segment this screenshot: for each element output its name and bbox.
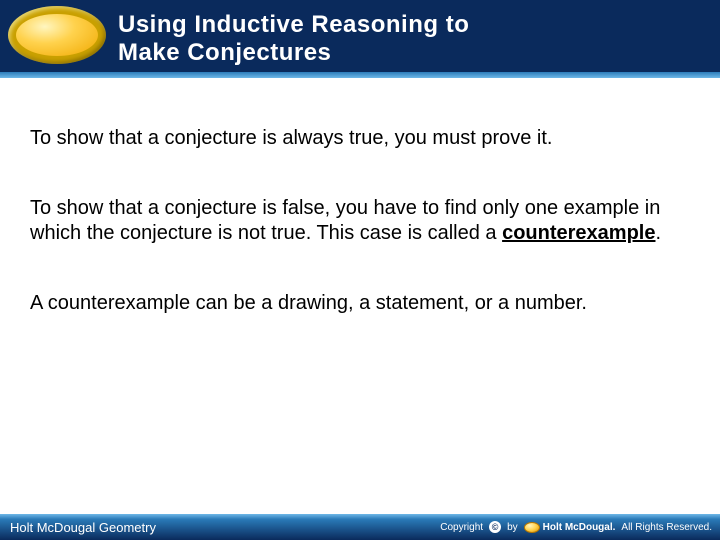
paragraph-3: A counterexample can be a drawing, a sta… — [30, 291, 690, 317]
slide-body: To show that a conjecture is always true… — [0, 78, 720, 514]
holt-mcdougal-logo: Holt McDougal. — [524, 522, 616, 533]
logo-ellipse-icon — [524, 522, 540, 533]
footer-book-title: Holt McDougal Geometry — [10, 520, 156, 535]
slide-footer: Holt McDougal Geometry Copyright © by Ho… — [0, 514, 720, 540]
vocab-term-counterexample: counterexample — [502, 222, 655, 244]
paragraph-1: To show that a conjecture is always true… — [30, 126, 690, 152]
slide: Using Inductive Reasoning to Make Conjec… — [0, 0, 720, 540]
rights-reserved: All Rights Reserved. — [621, 522, 712, 533]
footer-copyright: Copyright © by Holt McDougal. All Rights… — [440, 521, 712, 533]
logo-text: Holt McDougal. — [543, 522, 616, 533]
slide-title: Using Inductive Reasoning to Make Conjec… — [118, 11, 469, 66]
header-oval-icon — [8, 6, 106, 64]
copyright-word: Copyright — [440, 522, 483, 533]
copyright-by: by — [507, 522, 518, 533]
paragraph-2-tail: . — [655, 222, 661, 244]
slide-header: Using Inductive Reasoning to Make Conjec… — [0, 0, 720, 78]
title-line-1: Using Inductive Reasoning to — [118, 11, 469, 39]
title-line-2: Make Conjectures — [118, 39, 469, 67]
copyright-icon: © — [489, 521, 501, 533]
paragraph-2: To show that a conjecture is false, you … — [30, 196, 690, 247]
